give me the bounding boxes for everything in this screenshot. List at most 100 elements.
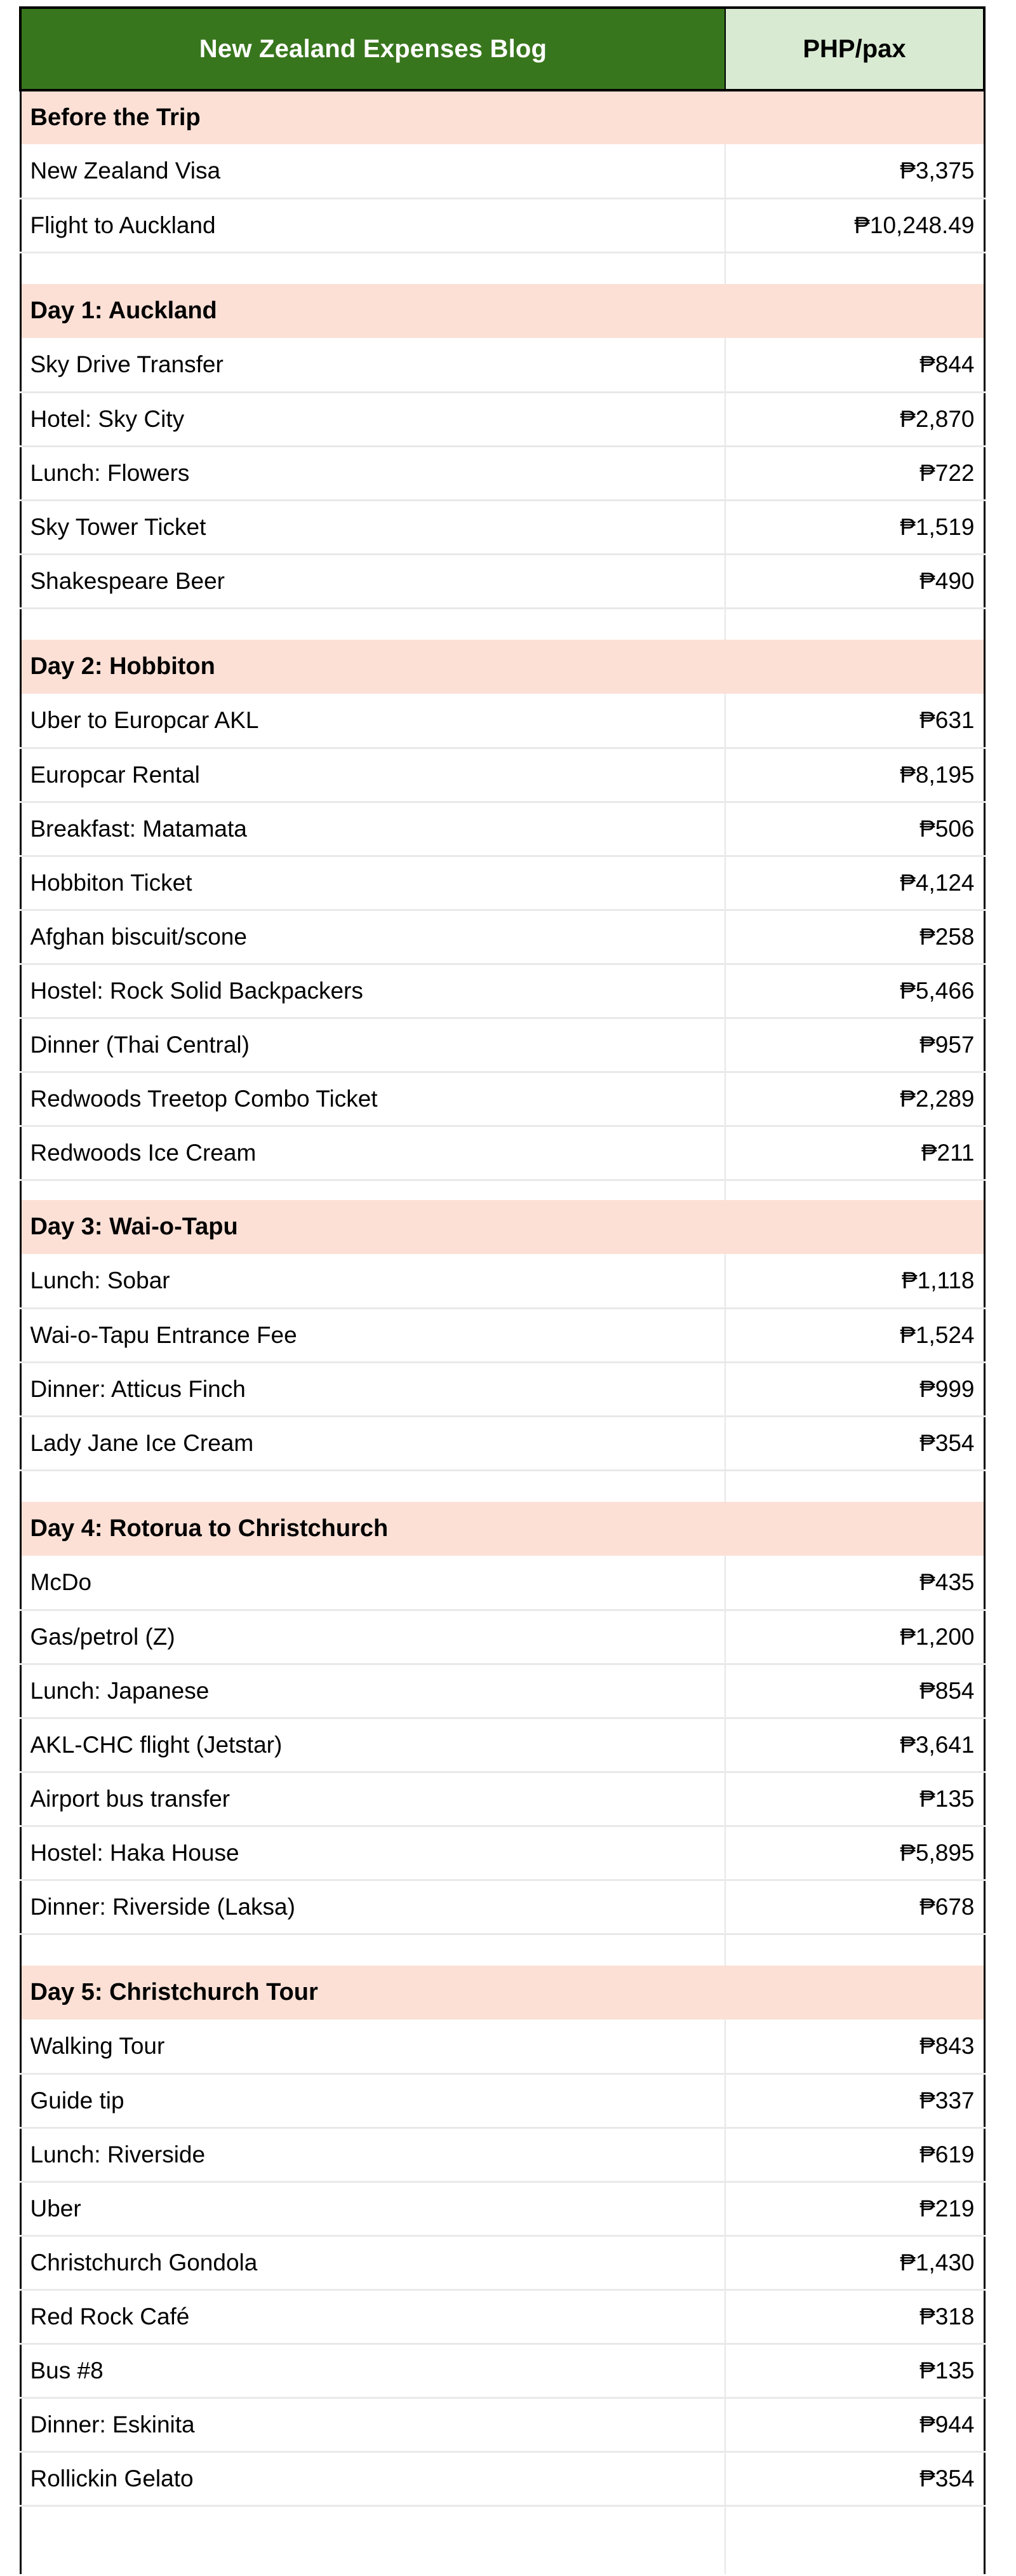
expense-label: Flight to Auckland	[19, 198, 726, 253]
expense-label: Hotel: Sky City	[19, 392, 726, 447]
table-body: Before the Trip New Zealand Visa ₱3,375 Fli…	[19, 90, 986, 2574]
table-title-cell: New Zealand Expenses Blog	[19, 6, 726, 91]
section-header-row[interactable]: Day 1: Auckland	[19, 284, 986, 338]
table-row[interactable]: Rollickin Gelato ₱354	[19, 2451, 986, 2507]
expense-label: Hobbiton Ticket	[19, 856, 726, 911]
table-header: New Zealand Expenses Blog PHP/pax	[19, 6, 986, 91]
spacer-cell-amount	[725, 1470, 986, 1502]
table-row[interactable]: Hostel: Haka House ₱5,895	[19, 1826, 986, 1881]
expense-amount: ₱854	[725, 1664, 986, 1719]
table-row[interactable]: Guide tip ₱337	[19, 2074, 986, 2129]
expense-label: Wai-o-Tapu Entrance Fee	[19, 1308, 726, 1363]
table-row[interactable]: Flight to Auckland ₱10,248.49	[19, 198, 986, 253]
spacer-cell-item	[19, 608, 726, 640]
section-amount-blank	[725, 640, 986, 694]
expense-label: McDo	[19, 1556, 726, 1611]
table-row[interactable]: Redwoods Treetop Combo Ticket ₱2,289	[19, 1072, 986, 1127]
table-row[interactable]: Lunch: Sobar ₱1,118	[19, 1254, 986, 1309]
table-row[interactable]: Dinner: Eskinita ₱944	[19, 2397, 986, 2453]
expense-amount: ₱1,118	[725, 1254, 986, 1309]
expense-amount: ₱1,200	[725, 1610, 986, 1665]
section-header-row[interactable]: Day 4: Rotorua to Christchurch	[19, 1502, 986, 1556]
table-row[interactable]: Lunch: Riverside ₱619	[19, 2128, 986, 2183]
table-row[interactable]: Dinner (Thai Central) ₱957	[19, 1018, 986, 1073]
section-header-row[interactable]: Day 5: Christchurch Tour	[19, 1966, 986, 2020]
expense-label: Guide tip	[19, 2074, 726, 2129]
table-row[interactable]: Sky Tower Ticket ₱1,519	[19, 500, 986, 555]
section-amount-blank	[725, 1502, 986, 1556]
table-row[interactable]: Red Rock Café ₱318	[19, 2289, 986, 2345]
table-row[interactable]: Gas/petrol (Z) ₱1,200	[19, 1610, 986, 1665]
expense-label: Europcar Rental	[19, 748, 726, 803]
table-row[interactable]: McDo ₱435	[19, 1556, 986, 1611]
section-header-row[interactable]: Day 2: Hobbiton	[19, 640, 986, 694]
table-row[interactable]: Wai-o-Tapu Entrance Fee ₱1,524	[19, 1308, 986, 1363]
table-row[interactable]: Christchurch Gondola ₱1,430	[19, 2235, 986, 2291]
expense-amount: ₱4,124	[725, 856, 986, 911]
expense-label: Uber to Europcar AKL	[19, 694, 726, 749]
table-row[interactable]: Bus #8 ₱135	[19, 2343, 986, 2399]
section-title: Day 4: Rotorua to Christchurch	[19, 1502, 726, 1556]
table-row[interactable]: Uber to Europcar AKL ₱631	[19, 694, 986, 749]
spacer-cell-item	[19, 252, 726, 284]
table-row[interactable]: Shakespeare Beer ₱490	[19, 554, 986, 609]
spacer-cell-amount	[725, 608, 986, 640]
expense-amount: ₱631	[725, 694, 986, 749]
expense-amount: ₱5,466	[725, 964, 986, 1019]
expense-amount: ₱5,895	[725, 1826, 986, 1881]
expense-amount: ₱354	[725, 2451, 986, 2507]
spacer-row	[19, 2505, 986, 2574]
expense-label: Lady Jane Ice Cream	[19, 1416, 726, 1471]
table-row[interactable]: Breakfast: Matamata ₱506	[19, 802, 986, 857]
expense-label: Uber	[19, 2182, 726, 2237]
spacer-row	[19, 608, 986, 640]
spacer-cell-item	[19, 1470, 726, 1502]
table-row[interactable]: Lunch: Flowers ₱722	[19, 446, 986, 501]
table-row[interactable]: Redwoods Ice Cream ₱211	[19, 1126, 986, 1181]
table-row[interactable]: Uber ₱219	[19, 2182, 986, 2237]
table-row[interactable]: Europcar Rental ₱8,195	[19, 748, 986, 803]
expense-amount: ₱619	[725, 2128, 986, 2183]
table-row[interactable]: Airport bus transfer ₱135	[19, 1772, 986, 1827]
expenses-table: New Zealand Expenses Blog PHP/pax Before…	[19, 6, 986, 2574]
table-row[interactable]: AKL-CHC flight (Jetstar) ₱3,641	[19, 1718, 986, 1773]
expense-amount: ₱337	[725, 2074, 986, 2129]
expense-label: Red Rock Café	[19, 2289, 726, 2345]
table-row[interactable]: Lady Jane Ice Cream ₱354	[19, 1416, 986, 1471]
expense-amount: ₱10,248.49	[725, 198, 986, 253]
expense-amount: ₱1,430	[725, 2235, 986, 2291]
section-title: Day 5: Christchurch Tour	[19, 1966, 726, 2020]
spacer-cell-item	[19, 1180, 726, 1200]
table-row[interactable]: Hobbiton Ticket ₱4,124	[19, 856, 986, 911]
header-row: New Zealand Expenses Blog PHP/pax	[19, 6, 986, 91]
section-header-row[interactable]: Before the Trip	[19, 90, 986, 144]
table-row[interactable]: Hostel: Rock Solid Backpackers ₱5,466	[19, 964, 986, 1019]
spacer-cell-amount	[725, 2505, 986, 2574]
table-row[interactable]: Dinner: Atticus Finch ₱999	[19, 1362, 986, 1417]
section-amount-blank	[725, 1966, 986, 2020]
expense-amount: ₱944	[725, 2397, 986, 2453]
expense-label: Lunch: Riverside	[19, 2128, 726, 2183]
table-row[interactable]: Hotel: Sky City ₱2,870	[19, 392, 986, 447]
table-row[interactable]: Lunch: Japanese ₱854	[19, 1664, 986, 1719]
expense-amount: ₱3,375	[725, 144, 986, 199]
spacer-row	[19, 252, 986, 284]
table-row[interactable]: Dinner: Riverside (Laksa) ₱678	[19, 1880, 986, 1935]
section-title: Day 3: Wai-o-Tapu	[19, 1200, 726, 1254]
expense-amount: ₱843	[725, 2020, 986, 2075]
section-title: Day 1: Auckland	[19, 284, 726, 338]
spacer-cell-amount	[725, 1180, 986, 1200]
table-row[interactable]: Walking Tour ₱843	[19, 2020, 986, 2075]
expense-label: AKL-CHC flight (Jetstar)	[19, 1718, 726, 1773]
expense-label: Dinner: Eskinita	[19, 2397, 726, 2453]
expense-amount: ₱678	[725, 1880, 986, 1935]
table-row[interactable]: New Zealand Visa ₱3,375	[19, 144, 986, 199]
section-header-row[interactable]: Day 3: Wai-o-Tapu	[19, 1200, 986, 1254]
table-row[interactable]: Sky Drive Transfer ₱844	[19, 338, 986, 393]
expense-label: Christchurch Gondola	[19, 2235, 726, 2291]
expense-amount: ₱844	[725, 338, 986, 393]
table-row[interactable]: Afghan biscuit/scone ₱258	[19, 910, 986, 965]
spacer-cell-amount	[725, 252, 986, 284]
expense-label: New Zealand Visa	[19, 144, 726, 199]
expense-amount: ₱1,519	[725, 500, 986, 555]
